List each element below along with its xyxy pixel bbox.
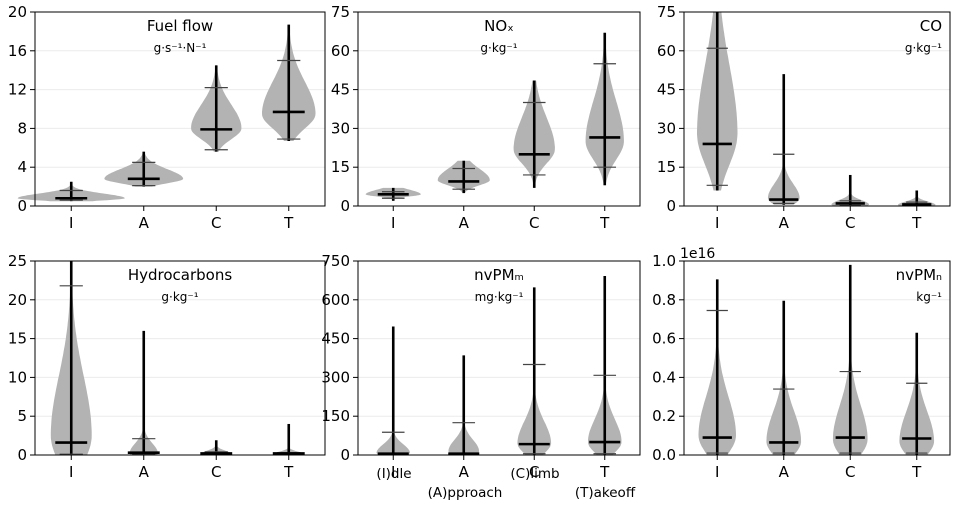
y-tick-label: 60 [657,42,676,60]
y-tick-label: 16 [8,42,27,60]
y-tick-label: 4 [17,158,27,176]
axes-frame [683,11,951,207]
category-label-takeoff: (T)akeoff [575,485,636,501]
panel-title: CO [920,17,942,35]
x-tick-label-a: A [139,463,150,481]
x-tick-label-i: I [391,214,395,232]
y-tick-label: 0.8 [652,291,676,309]
y-tick-label: 1.0 [652,252,676,270]
y-tick-label: 25 [8,252,27,270]
x-tick-label-a: A [459,214,470,232]
y-tick-label: 30 [657,119,676,137]
x-tick-label-c: C [529,463,539,481]
x-tick-label-a: A [779,214,790,232]
x-tick-label-c: C [529,214,539,232]
panel-unit: kg⁻¹ [916,290,942,304]
y-tick-label: 20 [8,3,27,21]
category-label-idle: (I)dle [376,466,411,482]
y-tick-label: 0 [17,197,27,215]
y-tick-label: 0.2 [652,407,676,425]
y-tick-label: 45 [331,81,350,99]
x-tick-label-c: C [845,463,855,481]
axes-frame [683,260,951,456]
x-tick-label-t: T [283,463,294,481]
x-tick-label-t: T [599,214,610,232]
axes-frame [357,11,641,207]
y-tick-label: 15 [331,158,350,176]
panel-title: Hydrocarbons [128,266,233,284]
y-tick-label: 600 [321,291,350,309]
panel-no: I A C T 0 15 30 45 60 75 NOₓ g·kg⁻¹ [331,3,641,232]
x-tick-label-c: C [211,214,221,232]
y-tick-label: 0.0 [652,446,676,464]
axis-multiplier: 1e16 [680,246,715,262]
y-tick-label: 75 [331,3,350,21]
y-tick-label: 150 [321,407,350,425]
y-tick-label: 0 [340,446,350,464]
y-tick-label: 20 [8,291,27,309]
panel-title: Fuel flow [147,17,213,35]
y-tick-label: 300 [321,368,350,386]
panel-co: I A C T 0 15 30 45 60 75 CO g·kg⁻¹ [657,3,951,232]
y-tick-label: 30 [331,119,350,137]
category-label-approach: (A)pproach [428,485,503,501]
y-tick-label: 0 [340,197,350,215]
x-tick-label-a: A [459,463,470,481]
panel-unit: g·s⁻¹·N⁻¹ [154,41,207,55]
panel-title: nvPMₙ [896,266,942,284]
x-tick-label-i: I [715,214,719,232]
axes-frame [34,260,326,456]
x-tick-label-t: T [283,214,294,232]
panel-nvpm: I A C T 0.0 0.2 0.4 0.6 0.8 1.0 nvPMₙ kg⁻¹ 1e16 [652,246,951,481]
y-tick-label: 10 [8,368,27,386]
x-tick-label-c: C [845,214,855,232]
y-tick-label: 750 [321,252,350,270]
panel-nvpm: I A C T 0 150 300 450 600 750 nvPMₘ mg·kg⁻¹ [321,252,641,481]
y-tick-label: 15 [657,158,676,176]
x-tick-label-t: T [911,463,922,481]
y-tick-label: 0 [666,197,676,215]
panel-title: NOₓ [484,17,514,35]
panel-title: nvPMₘ [474,266,524,284]
x-tick-label-a: A [779,463,790,481]
y-tick-label: 75 [657,3,676,21]
y-tick-label: 0 [17,446,27,464]
x-tick-label-i: I [69,214,73,232]
y-tick-label: 450 [321,330,350,348]
panel-fuel-flow: I A C T 0 4 8 12 16 20 Fuel flow g·s⁻¹·N⁻¹ [8,3,326,232]
x-tick-label-c: C [211,463,221,481]
y-tick-label: 0.4 [652,368,676,386]
x-tick-label-i: I [391,463,395,481]
x-tick-label-a: A [139,214,150,232]
y-tick-label: 8 [17,119,27,137]
y-tick-label: 15 [8,330,27,348]
x-tick-label-i: I [715,463,719,481]
x-tick-label-t: T [911,214,922,232]
category-label-climb: (C)limb [510,466,559,482]
y-tick-label: 12 [8,81,27,99]
y-tick-label: 5 [17,407,27,425]
y-tick-label: 45 [657,81,676,99]
y-tick-label: 0.6 [652,330,676,348]
x-tick-label-i: I [69,463,73,481]
axes-frame [34,11,326,207]
panel-unit: mg·kg⁻¹ [475,290,524,304]
panel-unit: g·kg⁻¹ [480,41,517,55]
x-tick-label-t: T [599,463,610,481]
panel-unit: g·kg⁻¹ [905,41,942,55]
y-tick-label: 60 [331,42,350,60]
axes-frame [357,260,641,456]
panel-hydrocarbons: I A C T 0 5 10 15 20 25 Hydrocarbons g·kg⁻¹ [8,252,326,481]
panel-unit: g·kg⁻¹ [161,290,198,304]
